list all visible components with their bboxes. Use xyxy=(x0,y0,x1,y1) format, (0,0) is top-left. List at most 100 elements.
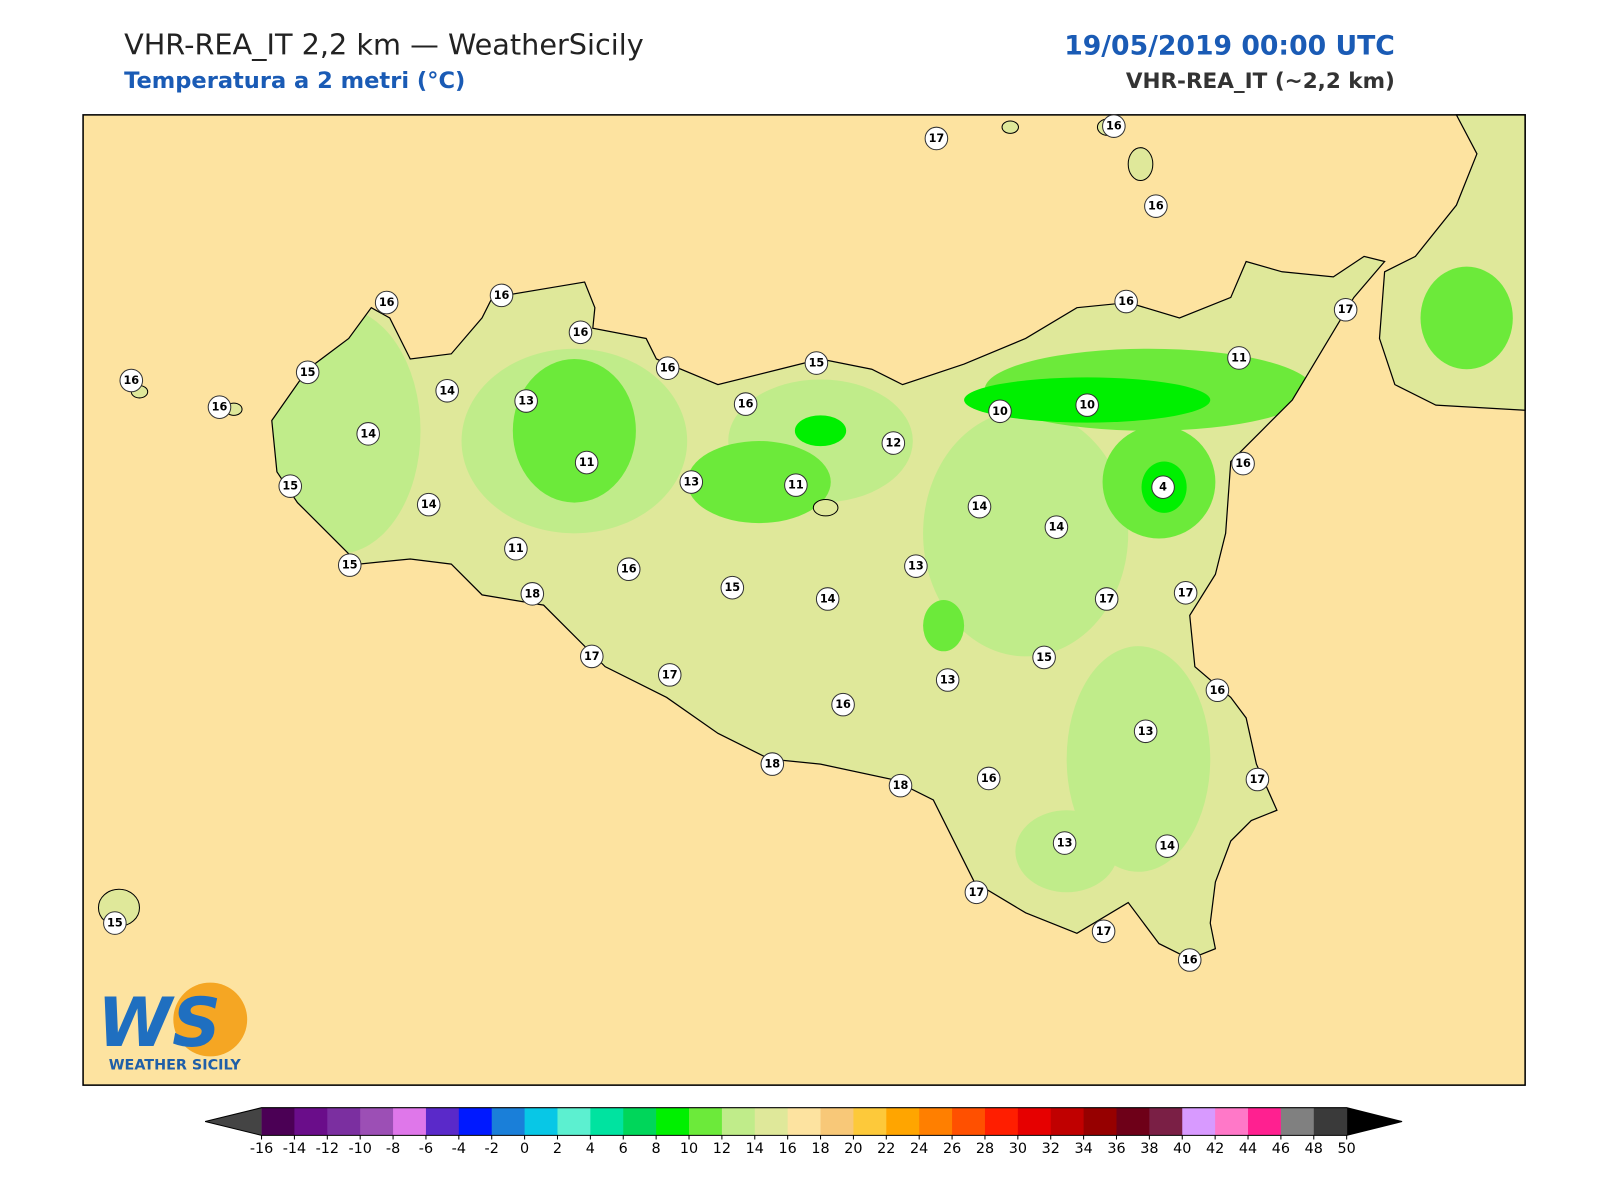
station-value: 17 xyxy=(1338,303,1354,316)
station-marker xyxy=(679,470,704,494)
station-marker xyxy=(655,356,680,380)
island xyxy=(1127,147,1154,182)
station: 13 xyxy=(514,389,538,413)
colorbar-swatch xyxy=(1116,1107,1150,1136)
colorbar-swatch xyxy=(294,1107,328,1136)
colorbar-under xyxy=(205,1107,262,1136)
colorbar-tick-label: 44 xyxy=(1239,1141,1257,1157)
station-value: 16 xyxy=(494,289,510,302)
station: 14 xyxy=(435,378,459,403)
colorbar-swatch xyxy=(623,1107,657,1136)
colorbar-swatch xyxy=(1050,1107,1085,1136)
colorbar-swatch xyxy=(754,1107,789,1136)
station-value: 16 xyxy=(1235,457,1251,470)
station: 18 xyxy=(760,752,785,776)
colorbar-swatch xyxy=(491,1107,526,1136)
colorbar-swatch xyxy=(590,1107,624,1136)
station-marker xyxy=(720,575,745,600)
station-value: 14 xyxy=(1049,521,1065,534)
station-marker xyxy=(1075,393,1099,417)
colorbar-tick-label: 38 xyxy=(1140,1141,1158,1157)
station-marker xyxy=(1114,289,1138,314)
colorbar-tick-label: 40 xyxy=(1173,1141,1191,1157)
station-marker xyxy=(1177,948,1202,972)
station-marker xyxy=(207,395,232,419)
station: 10 xyxy=(988,399,1012,424)
station-value: 16 xyxy=(212,401,228,414)
station-marker xyxy=(784,473,808,497)
colorbar-swatch xyxy=(261,1107,295,1136)
station-marker xyxy=(1245,767,1270,792)
station-marker xyxy=(1333,297,1358,322)
colorbar-tick-label: 4 xyxy=(586,1141,595,1157)
station-value: 15 xyxy=(300,366,316,379)
title: VHR-REA_IT 2,2 km — WeatherSicily xyxy=(124,27,644,61)
station-value: 18 xyxy=(524,587,540,600)
station: 13 xyxy=(935,668,960,692)
colorbar-tick-label: 0 xyxy=(520,1141,529,1157)
station: 17 xyxy=(1094,587,1119,611)
station-value: 10 xyxy=(992,405,1008,418)
colorbar-tick-label: 22 xyxy=(877,1141,895,1157)
colorbar-tick-label: 42 xyxy=(1206,1141,1224,1157)
station: 16 xyxy=(489,283,514,308)
datetime: 19/05/2019 00:00 UTC xyxy=(1064,30,1395,61)
logo-text: WS xyxy=(97,983,220,1062)
colorbar-tick-label: -14 xyxy=(283,1141,306,1157)
station-marker xyxy=(616,557,641,582)
station-marker xyxy=(1205,678,1230,703)
station-value: 11 xyxy=(508,542,524,555)
island xyxy=(1001,120,1019,134)
station-value: 16 xyxy=(1210,684,1226,697)
station: 14 xyxy=(1155,834,1179,858)
station-marker xyxy=(356,422,380,446)
station-value: 17 xyxy=(1096,925,1112,938)
station-marker xyxy=(504,536,528,561)
station-value: 13 xyxy=(940,674,956,687)
colorbar-swatch xyxy=(1017,1107,1052,1136)
colorbar-tick-label: 34 xyxy=(1074,1141,1092,1157)
station-value: 17 xyxy=(1099,592,1115,605)
station-value: 14 xyxy=(439,384,455,397)
colorbar-swatch xyxy=(425,1107,460,1136)
station: 11 xyxy=(504,536,528,561)
station-marker xyxy=(1227,346,1251,370)
colorbar-tick-label: 32 xyxy=(1042,1141,1060,1157)
colorbar-swatch xyxy=(984,1107,1019,1136)
station-marker xyxy=(1094,587,1119,611)
station-marker xyxy=(967,494,992,519)
colorbar-swatch xyxy=(919,1107,953,1136)
colorbar-swatch xyxy=(787,1107,822,1136)
station-value: 14 xyxy=(421,498,437,511)
station-marker xyxy=(657,663,682,687)
station: 16 xyxy=(119,368,144,393)
station-marker xyxy=(514,389,538,413)
colorbar-swatch xyxy=(1313,1107,1348,1136)
colorbar-tick-label: 36 xyxy=(1107,1141,1125,1157)
colorbar-tick-label: 12 xyxy=(713,1141,731,1157)
station-value: 18 xyxy=(764,758,780,771)
station: 14 xyxy=(416,492,441,517)
station: 14 xyxy=(967,494,992,519)
station-marker xyxy=(1231,451,1255,476)
colorbar-swatch xyxy=(1248,1107,1282,1136)
station-value: 15 xyxy=(107,917,123,930)
station-value: 14 xyxy=(972,500,988,513)
station-marker xyxy=(831,692,855,717)
station-value: 17 xyxy=(662,668,678,681)
colorbar-tick-label: 46 xyxy=(1272,1141,1290,1157)
colorbar-swatch xyxy=(524,1107,558,1136)
patch xyxy=(923,600,965,652)
station-marker xyxy=(1044,515,1069,539)
station-value: 15 xyxy=(1036,651,1052,664)
colorbar-swatch xyxy=(689,1107,723,1136)
colorbar-tick-label: 2 xyxy=(553,1141,562,1157)
station: 16 xyxy=(568,320,593,345)
station-value: 16 xyxy=(1148,200,1164,213)
station-value: 16 xyxy=(738,398,754,411)
colorbar-swatch xyxy=(656,1107,690,1136)
station: 17 xyxy=(1091,919,1116,944)
colorbar-swatch xyxy=(327,1107,361,1136)
colorbar-tick-label: -4 xyxy=(452,1141,466,1157)
stations: 17 16 16 16 16 16 16 15 16 14 13 16 16 15 16 17 11 10 10 12… xyxy=(103,114,1358,972)
